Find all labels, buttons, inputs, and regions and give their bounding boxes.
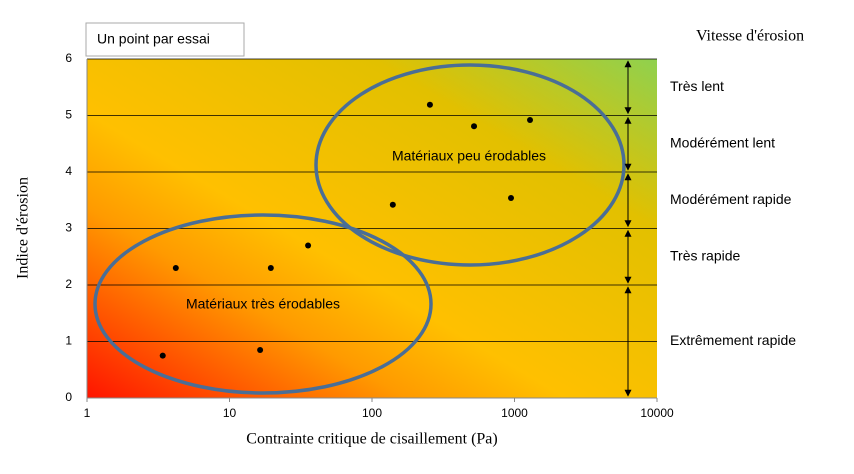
annotation: Matériaux peu érodables [392, 148, 546, 164]
x-tick-label: 10000 [640, 406, 674, 420]
cluster-ellipse [314, 63, 626, 267]
data-point [305, 242, 312, 249]
y-tick-label: 5 [65, 108, 72, 122]
data-point [159, 352, 166, 359]
x-tick-label: 100 [362, 406, 382, 420]
data-point [172, 265, 179, 272]
x-tick-label: 10 [223, 406, 237, 420]
legend-text: Un point par essai [97, 31, 210, 47]
rate-label: Modérément rapide [670, 191, 792, 207]
data-point [426, 101, 433, 108]
data-point [507, 194, 514, 201]
y-tick-label: 0 [65, 390, 72, 404]
data-point [389, 201, 396, 208]
y-tick-label: 6 [65, 51, 72, 65]
cluster-ellipse [93, 213, 433, 395]
x-axis-title: Contrainte critique de cisaillement (Pa) [246, 431, 497, 448]
x-tick-label: 1 [84, 406, 91, 420]
rate-title: Vitesse d'érosion [696, 28, 804, 45]
legend-box [85, 22, 245, 57]
y-tick-label: 2 [65, 277, 72, 291]
y-tick-label: 3 [65, 221, 72, 235]
data-point [267, 265, 274, 272]
data-point [257, 346, 264, 353]
rate-label: Extrêmement rapide [670, 332, 796, 348]
data-point [471, 123, 478, 130]
x-tick-label: 1000 [501, 406, 528, 420]
y-tick-label: 1 [65, 334, 72, 348]
data-point [527, 117, 534, 124]
rate-label: Très rapide [670, 247, 741, 263]
rate-label: Modérément lent [670, 134, 775, 150]
y-tick-label: 4 [65, 164, 72, 178]
annotation: Matériaux très érodables [186, 296, 340, 312]
y-axis-title: Indice d'érosion [15, 177, 32, 279]
rate-label: Très lent [670, 78, 724, 94]
